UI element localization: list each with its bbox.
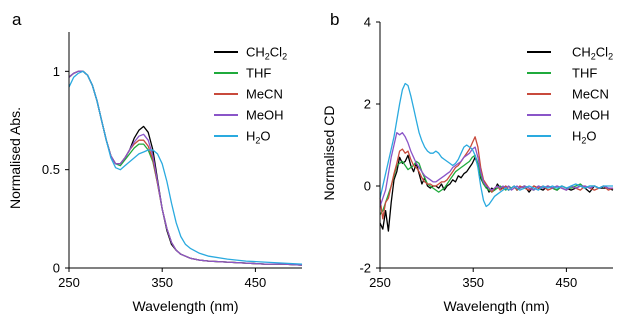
legend-item: THF — [527, 66, 597, 81]
legend-item: MeCN — [214, 87, 283, 102]
series-line-h2o — [68, 70, 303, 265]
y-tick-label: 1 — [53, 64, 60, 79]
legend-label: H2O — [572, 129, 597, 146]
x-axis-label: Wavelength (nm) — [443, 298, 549, 314]
legend-item: THF — [214, 66, 271, 81]
series-group — [379, 82, 614, 232]
panel-b: b 250 350 450 -2 0 2 4 Wavelength (nm) Normalised… — [321, 10, 614, 314]
legend-label: MeOH — [246, 108, 284, 123]
y-tick-label: 4 — [364, 15, 371, 30]
series-line-h2o — [379, 82, 613, 208]
series-line-mecn — [379, 136, 614, 220]
y-tick-label: 2 — [364, 97, 371, 112]
legend-label: MeCN — [246, 87, 283, 102]
legend-label: CH2Cl2 — [572, 45, 613, 62]
x-tick-label: 350 — [462, 275, 484, 290]
x-tick-label: 250 — [58, 275, 80, 290]
y-tick-label: -2 — [359, 261, 371, 276]
legend-label: MeOH — [572, 108, 610, 123]
x-tick-label: 450 — [245, 275, 267, 290]
panel-letter: a — [12, 10, 22, 29]
legend-item: H2O — [527, 129, 597, 146]
legend-item: CH2Cl2 — [214, 45, 287, 62]
y-axis-label: Normalised CD — [321, 106, 337, 201]
y-axis-label: Normalised Abs. — [7, 107, 23, 209]
legend-item: H2O — [214, 129, 271, 146]
series-line-thf — [379, 154, 613, 216]
legend-label: MeCN — [572, 87, 609, 102]
legend: CH2Cl2 THF MeCN MeOH H2O — [527, 45, 613, 146]
x-tick-label: 250 — [369, 275, 391, 290]
panel-letter: b — [330, 10, 339, 29]
y-tick-label: 0.5 — [42, 162, 60, 177]
legend-item: MeOH — [214, 108, 284, 123]
x-axis-label: Wavelength (nm) — [132, 298, 238, 314]
legend-item: MeOH — [527, 108, 610, 123]
x-tick-label: 350 — [151, 275, 173, 290]
legend-label: CH2Cl2 — [246, 45, 287, 62]
y-tick-label: 0 — [364, 179, 371, 194]
legend-label: H2O — [246, 129, 271, 146]
legend-item: MeCN — [527, 87, 609, 102]
legend: CH2Cl2 THF MeCN MeOH H2O — [214, 45, 287, 146]
series-group — [68, 70, 303, 266]
y-tick-label: 0 — [53, 261, 60, 276]
legend-label: THF — [572, 66, 597, 81]
legend-item: CH2Cl2 — [527, 45, 613, 62]
legend-label: THF — [246, 66, 271, 81]
x-tick-label: 450 — [556, 275, 578, 290]
panel-a: a 250 350 450 0 0.5 1 Wavelength (nm) Normalised… — [7, 10, 303, 314]
